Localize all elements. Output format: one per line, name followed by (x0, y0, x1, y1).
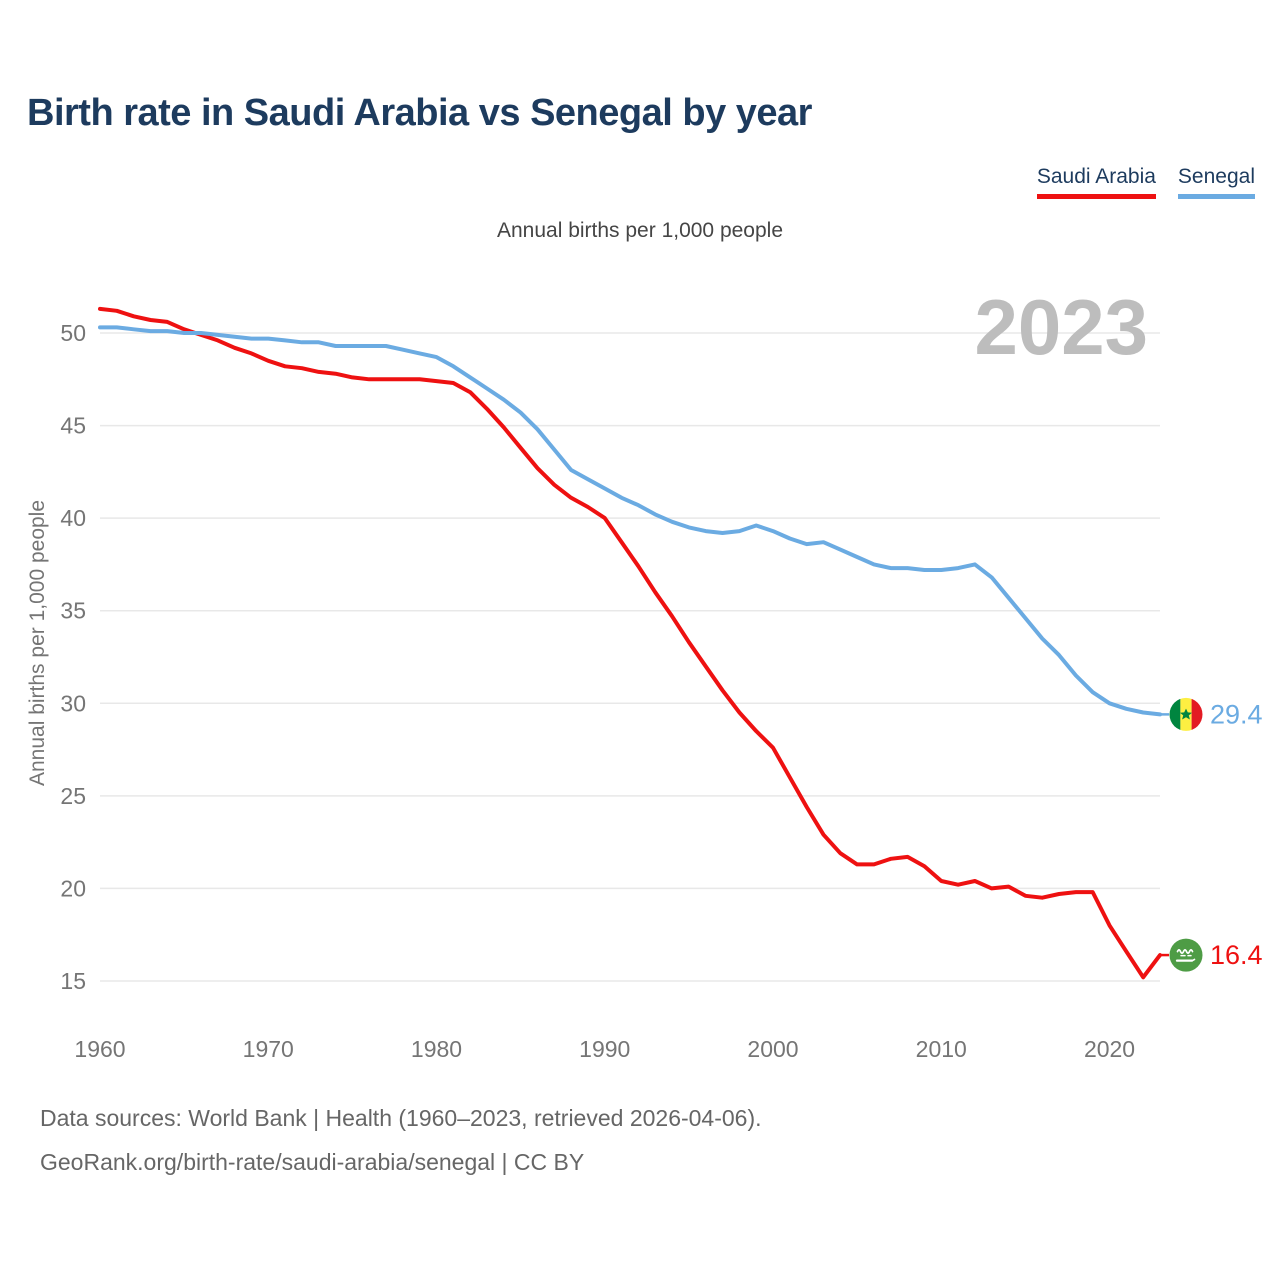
footer-url: GeoRank.org/birth-rate/saudi-arabia/sene… (40, 1149, 585, 1175)
saudi-arabia-flag-icon (1169, 938, 1203, 972)
legend: Saudi Arabia Senegal (1036, 165, 1255, 199)
y-tick-label: 45 (60, 413, 86, 439)
senegal-flag-icon (1169, 697, 1203, 731)
series-lines (98, 306, 1169, 980)
legend-item-saudi-arabia[interactable]: Saudi Arabia (1036, 165, 1156, 199)
y-tick-label: 25 (60, 783, 86, 809)
x-tick-label: 2000 (747, 1036, 798, 1062)
footer-data-sources: Data sources: World Bank | Health (1960–… (40, 1105, 762, 1131)
x-tick-label: 2020 (1084, 1036, 1135, 1062)
x-tick-label: 2010 (916, 1036, 967, 1062)
y-tick-label: 40 (60, 505, 86, 531)
y-tick-label: 35 (60, 598, 86, 624)
series-line-senegal (98, 325, 1162, 717)
x-axis-tick-labels: 1960 1970 1980 1990 2000 2010 2020 (74, 1036, 1135, 1062)
y-tick-label: 20 (60, 875, 86, 901)
x-tick-label: 1980 (411, 1036, 462, 1062)
y-axis-title: Annual births per 1,000 people (26, 500, 49, 786)
footer: Data sources: World Bank | Health (1960–… (40, 1096, 762, 1184)
x-tick-label: 1960 (74, 1036, 125, 1062)
series-line-saudi-arabia (98, 306, 1162, 980)
end-value-senegal: 29.4 (1210, 699, 1263, 729)
y-tick-label: 50 (60, 320, 86, 346)
x-tick-label: 1990 (579, 1036, 630, 1062)
gridlines: 50 45 40 35 30 25 20 15 (60, 320, 1160, 994)
end-value-saudi-arabia: 16.4 (1210, 940, 1263, 970)
page-title: Birth rate in Saudi Arabia vs Senegal by… (27, 92, 812, 134)
y-tick-label: 15 (60, 968, 86, 994)
chart-subtitle: Annual births per 1,000 people (496, 219, 784, 242)
legend-item-senegal[interactable]: Senegal (1177, 165, 1255, 199)
x-tick-label: 1970 (243, 1036, 294, 1062)
watermark-year: 2023 (974, 283, 1148, 371)
y-tick-label: 30 (60, 690, 86, 716)
